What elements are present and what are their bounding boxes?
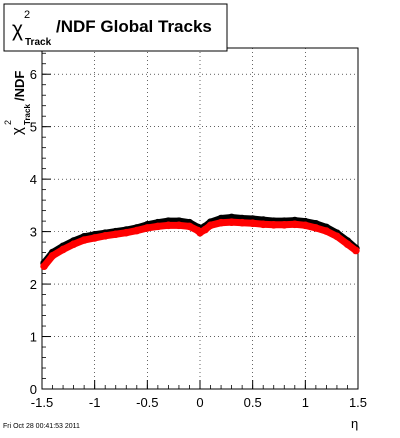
- data-point: [164, 221, 173, 230]
- data-point: [333, 232, 341, 241]
- data-point: [217, 218, 225, 227]
- title-superscript: 2: [24, 9, 30, 21]
- y-tick-label: 4: [30, 172, 37, 187]
- y-axis-title-chi: χ: [9, 127, 26, 135]
- title-box-frame: [3, 3, 228, 52]
- title-text: /NDF Global Tracks: [56, 17, 212, 36]
- data-point: [48, 251, 57, 260]
- x-tick-label: 0: [196, 395, 203, 410]
- data-point: [133, 226, 141, 235]
- x-tick-label: -1.5: [31, 395, 53, 410]
- data-point: [111, 230, 120, 239]
- y-axis-title-text: /NDF: [12, 71, 27, 101]
- y-tick-label: 5: [30, 120, 37, 135]
- data-point: [201, 225, 210, 234]
- y-tick-label: 2: [30, 277, 37, 292]
- y-tick-label: 1: [30, 330, 37, 345]
- data-point: [352, 246, 360, 255]
- y-axis-title: χ 2 Track /NDF: [3, 71, 32, 135]
- data-point: [154, 222, 162, 231]
- x-tick-label: 0.5: [244, 395, 262, 410]
- data-point: [312, 224, 320, 232]
- data-point: [80, 236, 88, 244]
- data-point: [40, 262, 48, 271]
- data-point: [206, 221, 215, 230]
- data-point: [185, 222, 194, 231]
- plot-frame: [41, 47, 359, 390]
- y-tick-labels: 0 1 2 3 4 5 6: [30, 67, 37, 397]
- y-axis-title-superscript: 2: [3, 120, 13, 125]
- x-tick-labels: -1.5 -1 -0.5 0 0.5 1 1.5: [31, 395, 367, 410]
- x-tick-label: 1: [302, 395, 309, 410]
- data-point: [227, 218, 236, 226]
- y-tick-label: 6: [30, 67, 37, 82]
- y-axis-title-subscript: Track: [23, 104, 32, 125]
- title-chi: χ: [12, 18, 23, 41]
- y-tick-label: 0: [30, 382, 37, 397]
- x-tick-label: -1: [89, 395, 101, 410]
- title-box: χ 2 Track /NDF Global Tracks: [3, 3, 228, 52]
- data-point: [238, 218, 246, 227]
- data-point: [122, 228, 131, 237]
- footer-timestamp: Fri Oct 28 00:41:53 2011: [3, 423, 80, 430]
- data-point: [59, 245, 67, 254]
- data-point: [143, 224, 152, 232]
- data-series: [40, 213, 360, 271]
- data-point: [175, 221, 183, 230]
- y-tick-label: 3: [30, 225, 37, 240]
- title-subscript: Track: [25, 37, 52, 48]
- data-point: [301, 221, 310, 230]
- data-point: [90, 234, 99, 242]
- grid-lines: [42, 48, 358, 389]
- data-point: [291, 220, 299, 229]
- data-point: [69, 240, 78, 249]
- data-point: [343, 240, 352, 249]
- data-point: [322, 227, 331, 235]
- data-point: [259, 220, 268, 229]
- data-point: [280, 220, 289, 229]
- data-point: [269, 220, 278, 229]
- data-point: [248, 219, 257, 228]
- x-axis-title: η: [351, 416, 358, 431]
- series-red: [40, 218, 360, 271]
- x-tick-label: 1.5: [349, 395, 367, 410]
- data-point: [101, 232, 109, 240]
- x-tick-label: -0.5: [136, 395, 158, 410]
- axis-ticks: [41, 52, 359, 390]
